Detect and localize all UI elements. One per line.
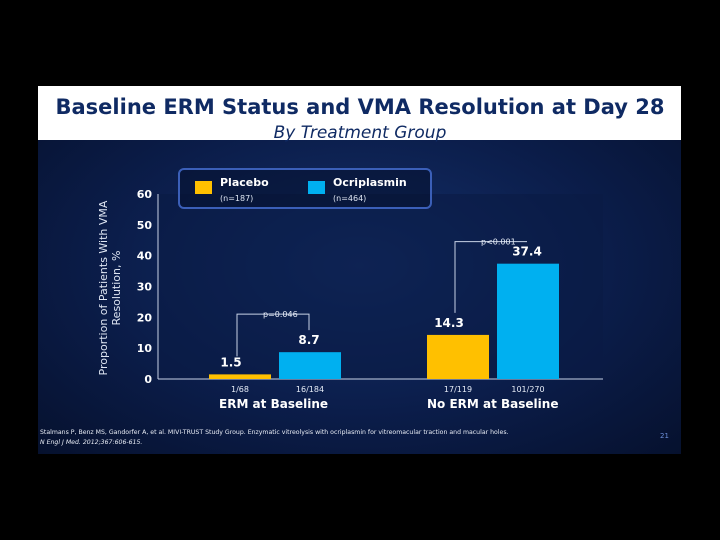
citation: Stalmans P, Benz MS, Gandorfer A, et al.… [40, 428, 640, 448]
count-label: 1/68 [231, 385, 249, 394]
data-label: 14.3 [434, 316, 464, 330]
bar-placebo-1 [427, 334, 489, 379]
legend: Placebo (n=187) Ocriplasmin (n=464) [178, 168, 432, 209]
y-tick-label: 30 [137, 281, 153, 294]
y-tick-label: 50 [137, 219, 153, 232]
page-number: 21 [660, 432, 669, 440]
bar-placebo-0 [209, 374, 271, 379]
legend-swatch-placebo [195, 181, 212, 194]
count-label: 17/119 [444, 385, 472, 394]
legend-n-placebo: (n=187) [220, 194, 254, 203]
legend-label-ocriplasmin: Ocriplasmin [333, 176, 407, 189]
y-tick-label: 40 [137, 250, 153, 263]
category-label-erm: ERM at Baseline [219, 397, 329, 411]
data-label: 8.7 [298, 333, 319, 347]
data-label: 37.4 [512, 245, 542, 259]
legend-n-ocriplasmin: (n=464) [333, 194, 367, 203]
data-label: 1.5 [220, 355, 241, 369]
legend-swatch-ocriplasmin [308, 181, 325, 194]
citation-line-1: Stalmans P, Benz MS, Gandorfer A, et al.… [40, 429, 509, 436]
slide-subtitle: By Treatment Group [273, 123, 447, 143]
significance-bracket [454, 241, 527, 313]
p-value-label: p<0.001 [481, 238, 516, 247]
count-label: 101/270 [511, 385, 544, 394]
significance-bracket [236, 313, 310, 357]
y-tick-label: 0 [144, 373, 152, 386]
legend-label-placebo: Placebo [220, 176, 269, 189]
slide-title: Baseline ERM Status and VMA Resolution a… [55, 95, 665, 119]
count-label: 16/184 [296, 385, 324, 394]
bar-ocriplasmin-0 [279, 352, 341, 379]
y-tick-label: 10 [137, 342, 153, 355]
y-tick-label: 20 [137, 311, 153, 324]
bar-ocriplasmin-1 [497, 263, 559, 379]
category-label-no-erm: No ERM at Baseline [427, 397, 559, 411]
citation-line-2: N Engl J Med. 2012;367:606-615. [40, 439, 143, 446]
y-tick-label: 60 [137, 188, 153, 201]
p-value-label: p=0.046 [263, 310, 298, 319]
